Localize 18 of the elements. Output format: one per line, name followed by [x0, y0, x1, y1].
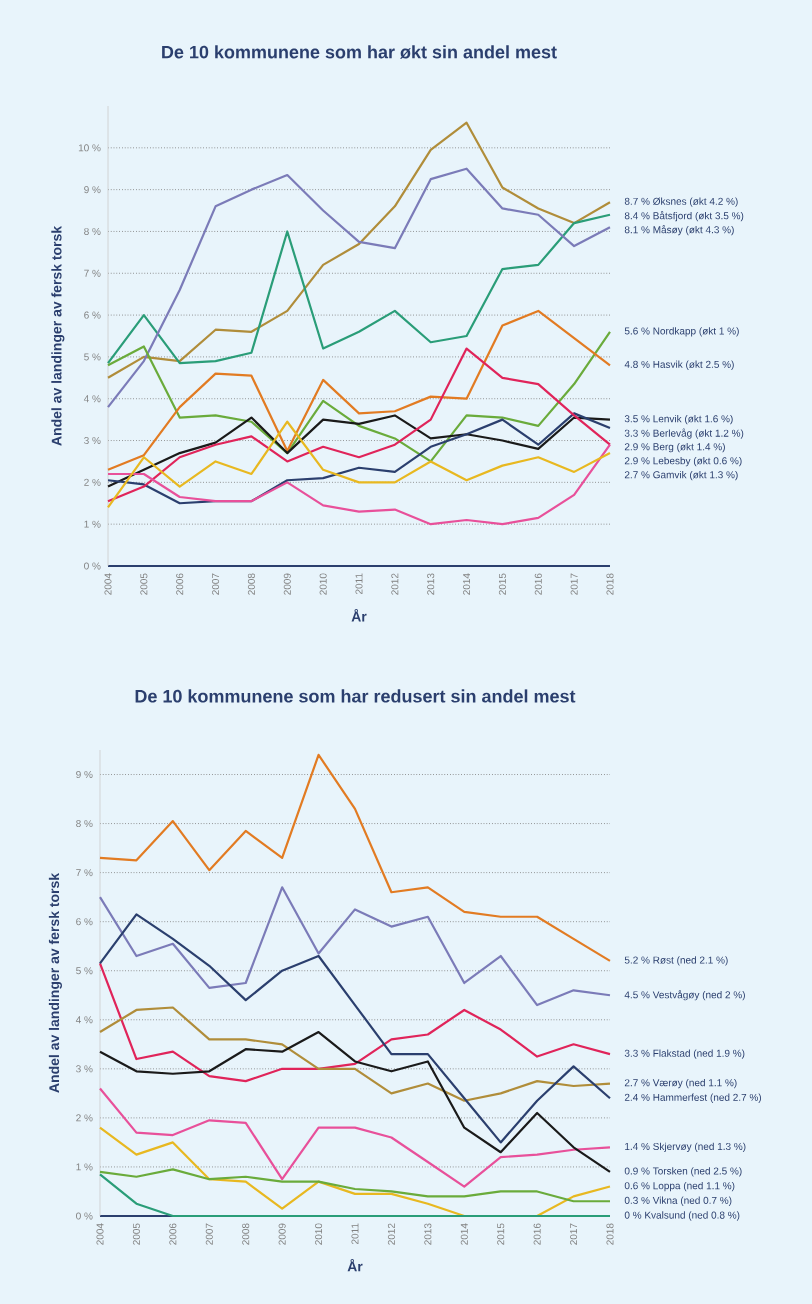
line-series — [98, 1030, 612, 1173]
line-series — [106, 167, 612, 409]
line-series — [106, 213, 612, 365]
line-series — [98, 1168, 612, 1203]
line-series — [98, 753, 612, 963]
line-series — [98, 886, 612, 1007]
line-series — [106, 330, 612, 463]
line-series — [106, 443, 612, 526]
line-series — [98, 913, 612, 1144]
chart-title: De 10 kommunene som har økt sin andel mest — [162, 45, 557, 59]
line-series — [106, 414, 612, 488]
line-series — [98, 1006, 612, 1102]
chart-title: De 10 kommunene som har redusert sin andel mest — [135, 689, 576, 703]
line-series — [98, 962, 612, 1083]
line-series — [106, 309, 612, 471]
line-series — [106, 121, 612, 379]
line-series — [98, 1087, 612, 1188]
line-series — [106, 347, 612, 503]
